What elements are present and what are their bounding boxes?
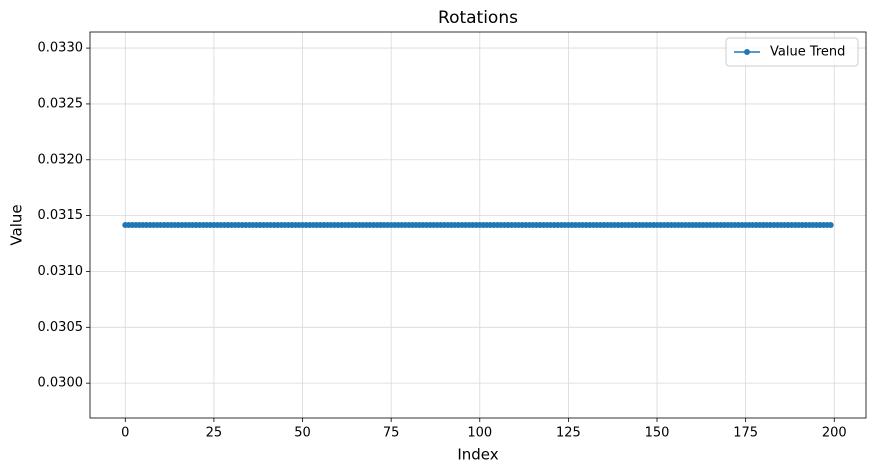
y-tick-label: 0.0315 (38, 208, 84, 223)
x-tick-label: 50 (294, 426, 311, 441)
x-axis-label: Index (457, 446, 498, 464)
chart-title: Rotations (438, 8, 518, 28)
y-tick-label: 0.0300 (38, 376, 84, 391)
legend-label: Value Trend (770, 45, 845, 60)
x-tick-label: 150 (645, 426, 670, 441)
x-tick-label: 100 (467, 426, 492, 441)
marker (827, 222, 834, 229)
x-tick-label: 175 (733, 426, 758, 441)
x-tick-label: 25 (206, 426, 223, 441)
y-tick-label: 0.0320 (38, 152, 84, 167)
y-tick-label: 0.0325 (38, 96, 84, 111)
plot-frame (89, 31, 867, 419)
x-tick-label: 200 (822, 426, 847, 441)
legend-box (725, 37, 859, 67)
x-tick-label: 75 (383, 426, 400, 441)
y-tick-label: 0.0330 (38, 41, 84, 56)
x-tick-label: 125 (556, 426, 581, 441)
legend-marker (744, 49, 750, 55)
y-axis-label: Value (8, 204, 26, 245)
y-tick-label: 0.0310 (38, 264, 84, 279)
y-tick-label: 0.0305 (38, 320, 84, 335)
x-tick-label: 0 (121, 426, 129, 441)
